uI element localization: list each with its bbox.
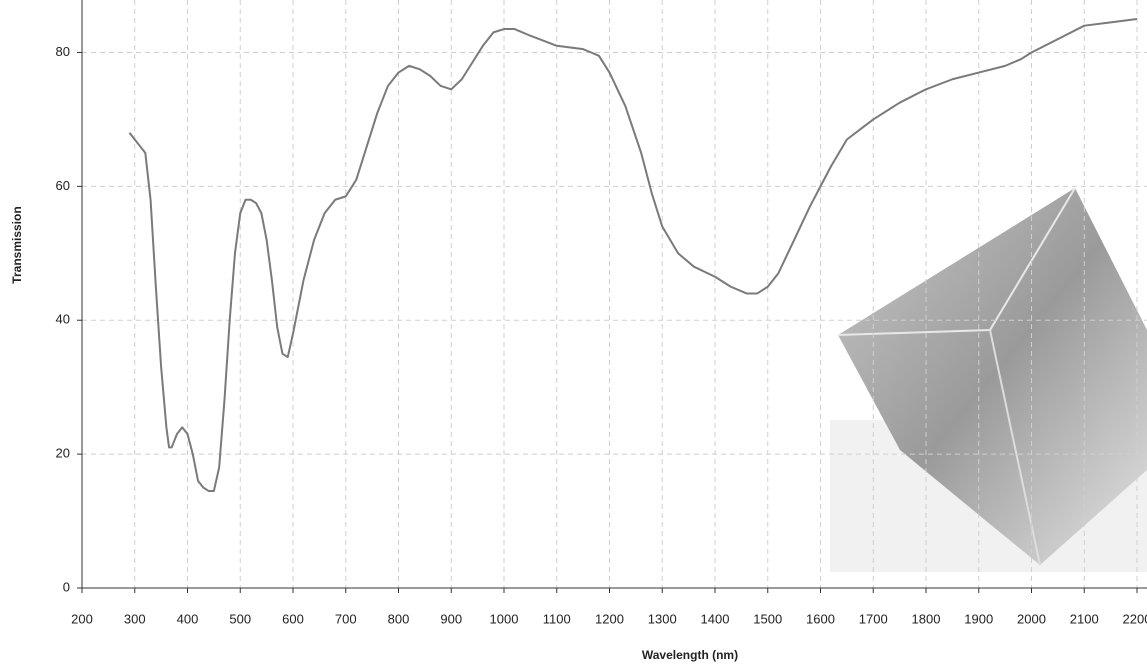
- x-axis-title: Wavelength (nm): [642, 648, 738, 662]
- x-tick-label: 1300: [648, 611, 677, 626]
- x-tick-label: 1500: [753, 611, 782, 626]
- y-axis-title: Transmission: [10, 206, 24, 283]
- chart: Wavelength (nm) Transmission 0 20 40 60 80 20…: [0, 0, 1147, 667]
- page: {"chart_data": { "type": "line", "x_labe…: [0, 0, 1147, 667]
- x-tick-label: 600: [282, 611, 304, 626]
- x-tick-label: 700: [335, 611, 357, 626]
- x-tick-label: 800: [388, 611, 410, 626]
- x-tick-label: 1000: [490, 611, 519, 626]
- x-tick-label: 1700: [859, 611, 888, 626]
- x-tick-label: 1900: [964, 611, 993, 626]
- y-tick-label: 60: [56, 178, 70, 193]
- x-tick-label: 200: [71, 611, 93, 626]
- x-tick-label: 900: [440, 611, 462, 626]
- x-tick-label: 1600: [806, 611, 835, 626]
- x-tick-label: 400: [177, 611, 199, 626]
- x-tick-label: 2000: [1017, 611, 1046, 626]
- x-tick-label: 2200: [1123, 611, 1147, 626]
- y-tick-label: 20: [56, 446, 70, 461]
- y-tick-label: 0: [63, 579, 70, 594]
- x-tick-label: 1200: [595, 611, 624, 626]
- y-tick-label: 80: [56, 44, 70, 59]
- crystal-photo: [830, 188, 1147, 572]
- y-tick-label: 40: [56, 312, 70, 327]
- x-tick-label: 1800: [912, 611, 941, 626]
- x-tick-label: 300: [124, 611, 146, 626]
- x-tick-label: 1100: [543, 611, 571, 626]
- x-tick-label: 500: [229, 611, 251, 626]
- x-tick-label: 1400: [701, 611, 730, 626]
- x-tick-label: 2100: [1070, 611, 1099, 626]
